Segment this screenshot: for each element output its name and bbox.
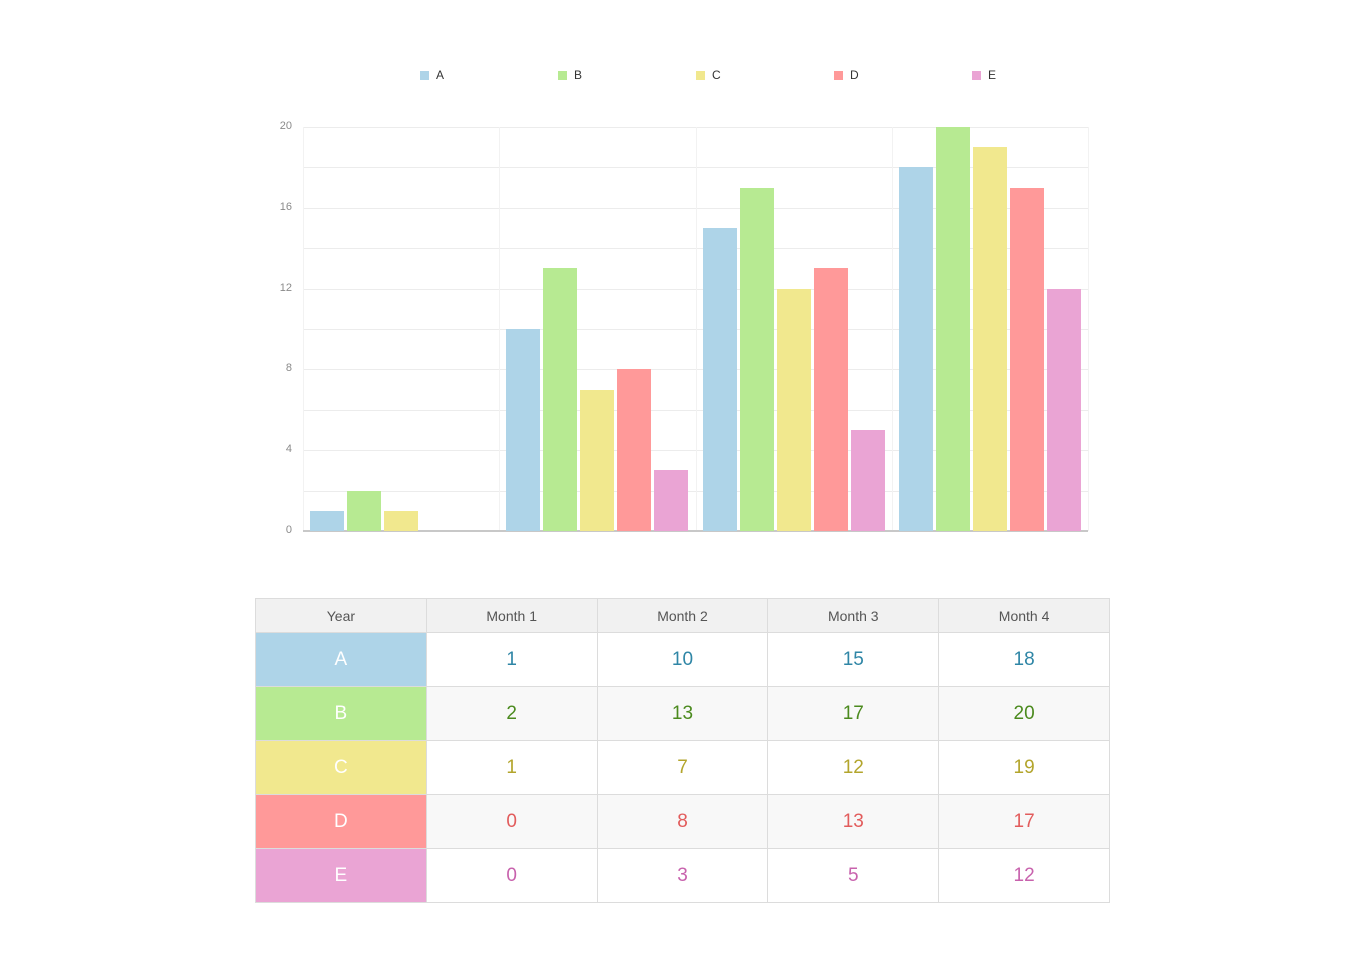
- table-cell: 3: [596, 848, 769, 903]
- table-cell: 17: [767, 686, 940, 741]
- table-cell: 1: [425, 740, 598, 795]
- grid-line-horizontal: [303, 208, 1088, 209]
- bar-b-3[interactable]: [740, 188, 774, 531]
- table-cell: 8: [596, 794, 769, 849]
- grid-line-vertical: [892, 127, 893, 531]
- table-row: B 2 13 17 20: [255, 686, 1110, 741]
- bar-e-2[interactable]: [654, 470, 688, 531]
- legend-item-b[interactable]: B: [558, 67, 582, 83]
- bar-b-2[interactable]: [543, 268, 577, 531]
- bar-a-4[interactable]: [899, 167, 933, 531]
- row-label-d: D: [255, 794, 427, 849]
- y-tick-label: 20: [279, 120, 292, 132]
- table-cell: 19: [938, 740, 1110, 795]
- header-year: Year: [255, 598, 427, 633]
- y-tick-label: 0: [285, 524, 292, 536]
- y-tick-label: 16: [279, 200, 292, 213]
- header-month-2: Month 2: [596, 598, 769, 633]
- bar-chart: A B C D E 20 16 12 8 4 0: [279, 67, 1089, 536]
- table-cell: 10: [596, 632, 769, 687]
- y-tick-label: 12: [279, 281, 292, 294]
- header-month-4: Month 4: [938, 598, 1110, 633]
- table-cell: 2: [425, 686, 598, 741]
- legend-label: D: [850, 68, 859, 82]
- table-cell: 5: [767, 848, 940, 903]
- legend-item-a[interactable]: A: [420, 67, 444, 83]
- table-cell: 13: [596, 686, 769, 741]
- table-row: A 1 10 15 18: [255, 632, 1110, 687]
- row-label-b: B: [255, 686, 427, 741]
- bar-c-3[interactable]: [777, 289, 811, 531]
- grid-line-horizontal: [303, 167, 1088, 168]
- table-row: E 0 3 5 12: [255, 848, 1110, 903]
- grid-line-horizontal: [303, 329, 1088, 330]
- header-month-1: Month 1: [425, 598, 598, 633]
- table-header-row: Year Month 1 Month 2 Month 3 Month 4: [255, 598, 1110, 633]
- legend-label: B: [574, 68, 583, 82]
- grid-line-horizontal: [303, 369, 1088, 370]
- table-cell: 7: [596, 740, 769, 795]
- grid-line-vertical: [303, 127, 304, 531]
- y-tick-label: 8: [285, 362, 292, 375]
- legend-label: A: [436, 68, 445, 82]
- bar-b-4[interactable]: [936, 127, 970, 531]
- table-cell: 15: [767, 632, 940, 687]
- bar-a-3[interactable]: [703, 228, 737, 531]
- row-label-a: A: [255, 632, 427, 687]
- table-cell: 12: [767, 740, 940, 795]
- table-cell: 0: [425, 794, 598, 849]
- grid-line-horizontal: [303, 450, 1088, 451]
- legend-label: C: [712, 68, 721, 82]
- grid-line-vertical: [1088, 127, 1089, 531]
- legend-swatch-icon: [972, 70, 981, 80]
- bar-b-1[interactable]: [347, 491, 381, 531]
- legend-label: E: [988, 68, 997, 82]
- table-cell: 13: [767, 794, 940, 849]
- legend-swatch-icon: [696, 70, 705, 80]
- header-month-3: Month 3: [767, 598, 940, 633]
- y-tick-label: 4: [285, 443, 292, 456]
- grid-line-vertical: [696, 127, 697, 531]
- grid-line-horizontal: [303, 248, 1088, 249]
- x-axis-line: [303, 530, 1088, 532]
- table-cell: 18: [938, 632, 1110, 687]
- legend-item-d[interactable]: D: [834, 67, 859, 83]
- grid-line-horizontal: [303, 127, 1088, 128]
- legend-swatch-icon: [558, 70, 567, 80]
- bar-c-2[interactable]: [580, 390, 614, 531]
- table-cell: 17: [938, 794, 1110, 849]
- bar-d-3[interactable]: [814, 268, 848, 531]
- legend-item-e[interactable]: E: [972, 67, 996, 83]
- bar-d-4[interactable]: [1010, 188, 1044, 531]
- chart-legend: A B C D E: [420, 67, 1040, 83]
- table-row: C 1 7 12 19: [255, 740, 1110, 795]
- table-cell: 0: [425, 848, 598, 903]
- legend-item-c[interactable]: C: [696, 67, 721, 83]
- bar-c-4[interactable]: [973, 147, 1007, 531]
- bar-d-2[interactable]: [617, 369, 651, 531]
- bar-e-3[interactable]: [851, 430, 885, 531]
- bar-a-2[interactable]: [506, 329, 540, 531]
- grid-line-horizontal: [303, 289, 1088, 290]
- table-row: D 0 8 13 17: [255, 794, 1110, 849]
- row-label-c: C: [255, 740, 427, 795]
- bar-e-4[interactable]: [1047, 289, 1081, 531]
- row-label-e: E: [255, 848, 427, 903]
- table-cell: 1: [425, 632, 598, 687]
- bar-a-1[interactable]: [310, 511, 344, 531]
- grid-line-vertical: [499, 127, 500, 531]
- table-cell: 12: [938, 848, 1110, 903]
- legend-swatch-icon: [420, 70, 429, 80]
- legend-swatch-icon: [834, 70, 843, 80]
- grid-line-horizontal: [303, 410, 1088, 411]
- bar-c-1[interactable]: [384, 511, 418, 531]
- grid-line-horizontal: [303, 491, 1088, 492]
- table-cell: 20: [938, 686, 1110, 741]
